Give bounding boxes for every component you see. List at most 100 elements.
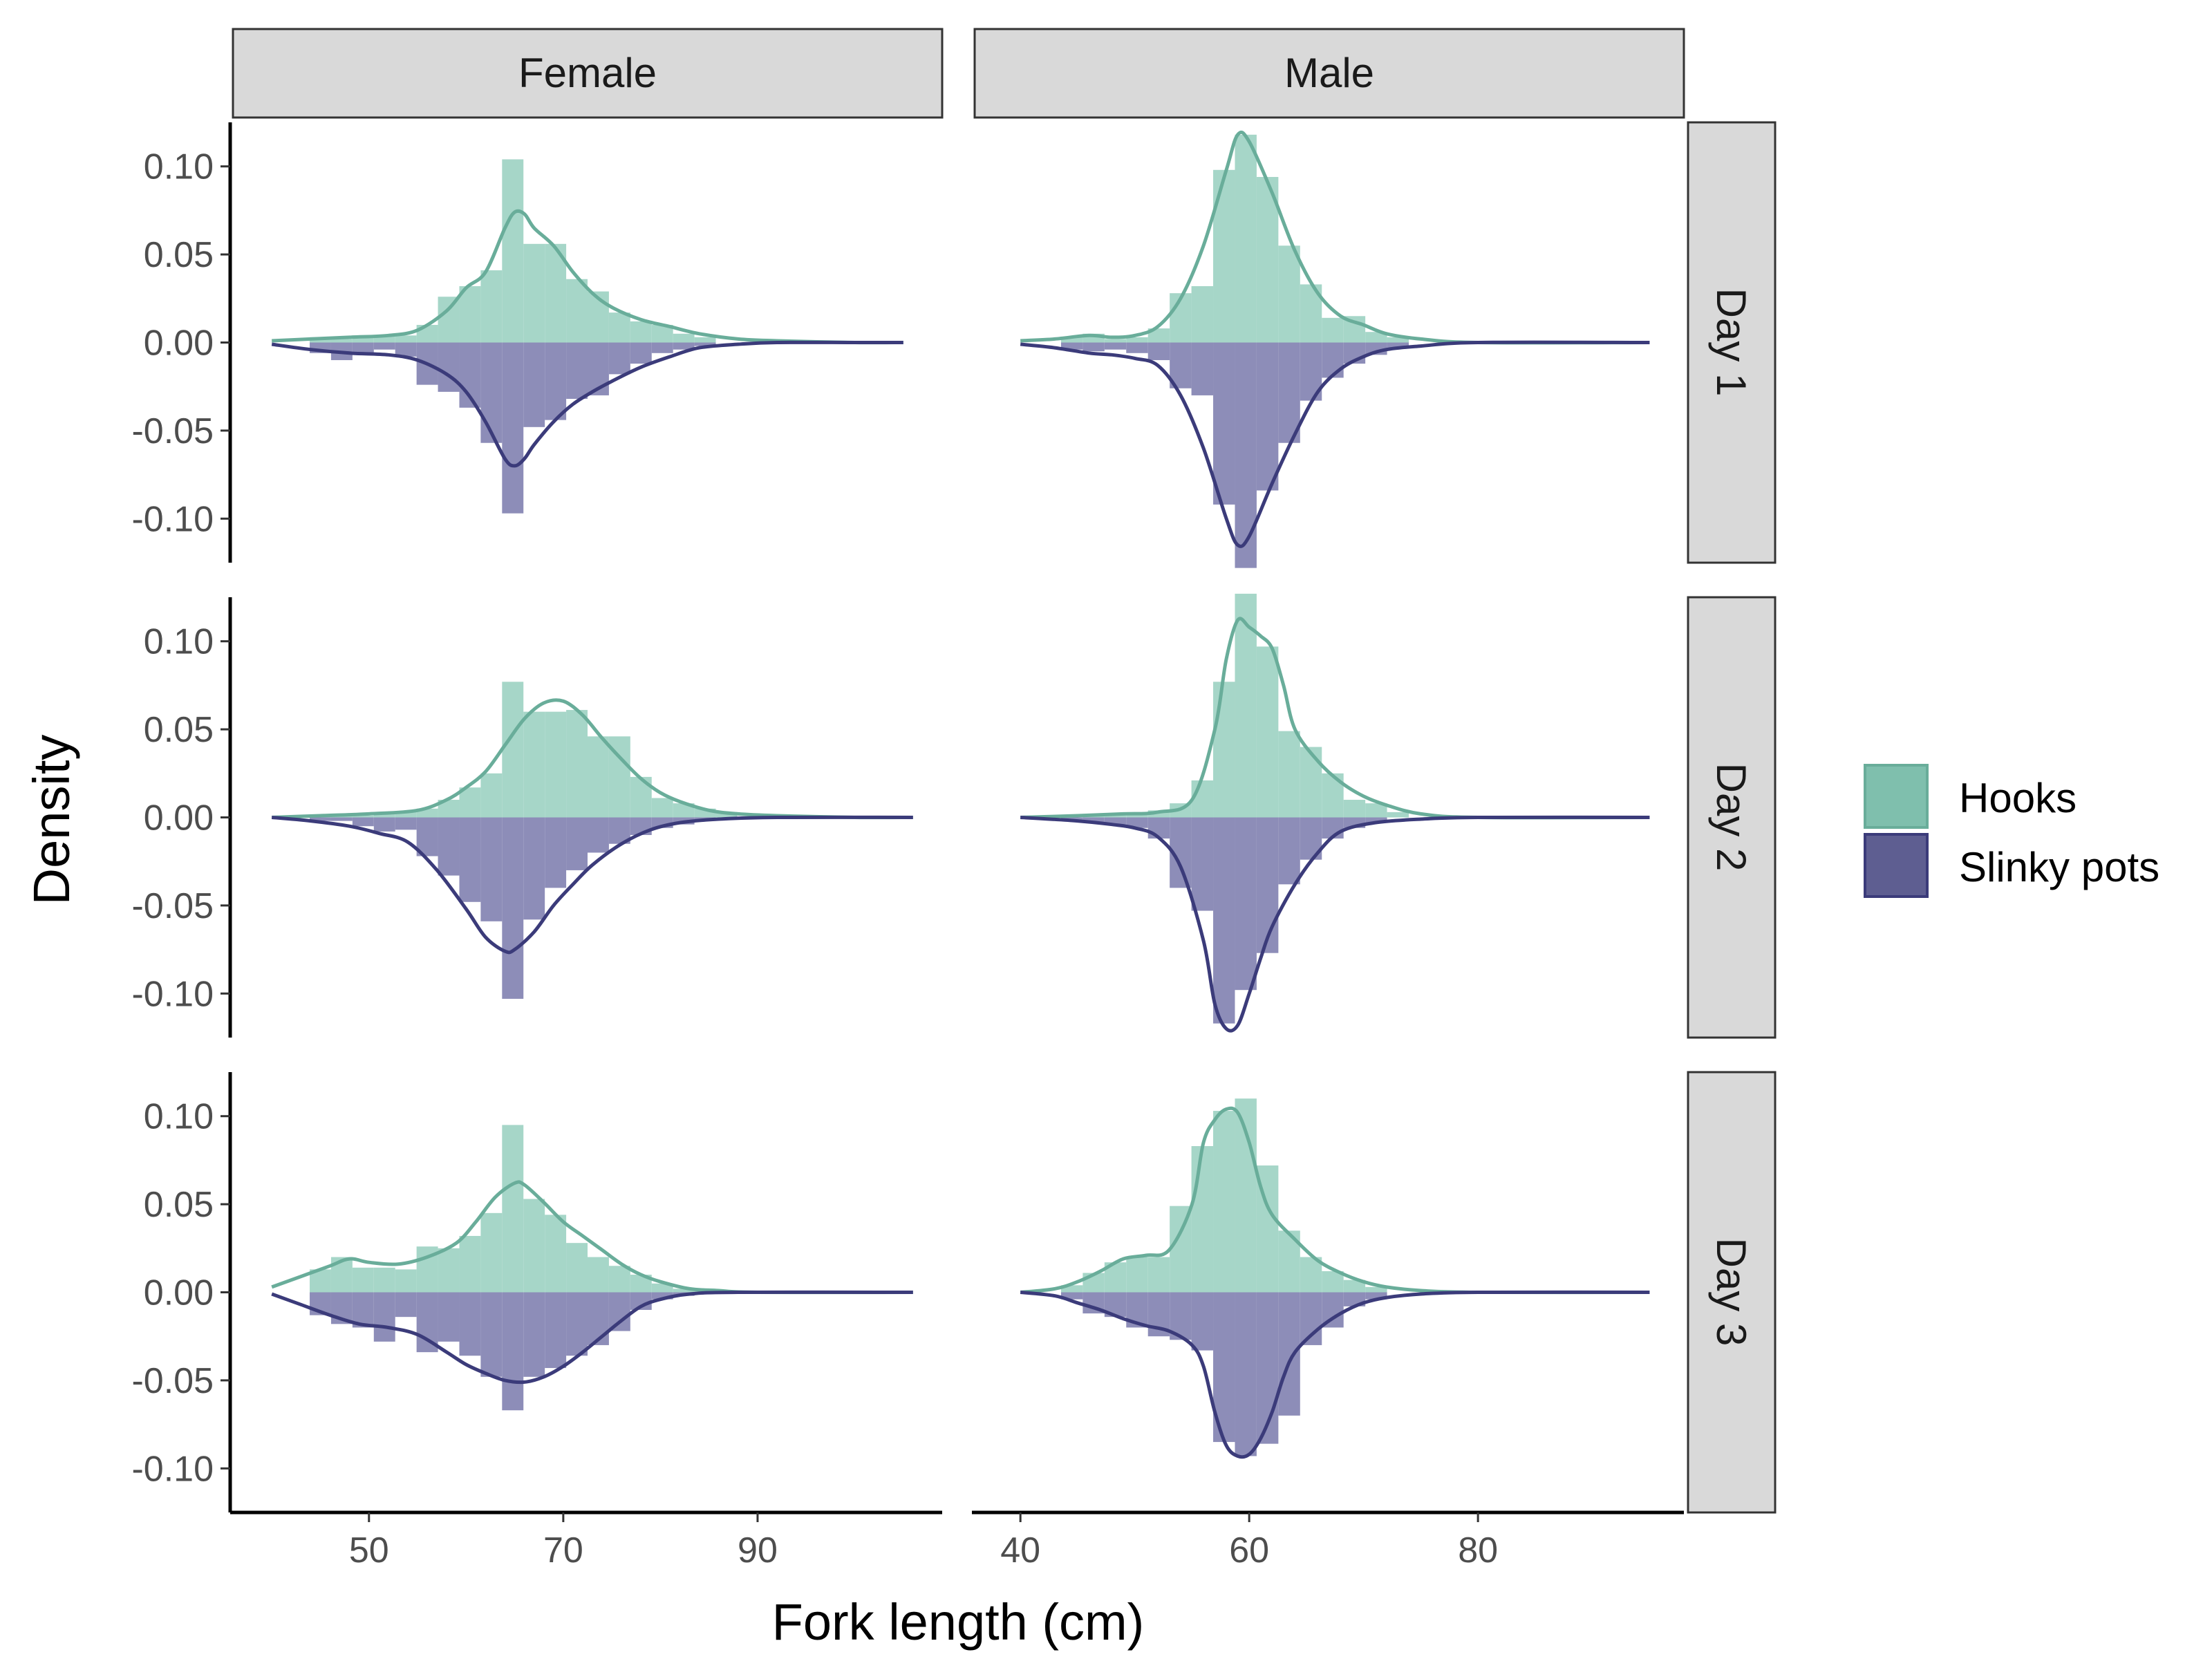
y-tick-label: -0.10 <box>131 1449 214 1489</box>
slinky-pots-bar <box>395 817 417 830</box>
hooks-bar <box>1322 1271 1344 1293</box>
x-tick-label: 80 <box>1458 1530 1498 1571</box>
slinky-pots-density-line <box>1020 815 1650 1033</box>
slinky-pots-bar <box>588 817 609 853</box>
slinky-pots-bar <box>566 817 588 870</box>
legend-label-slinky-pots: Slinky pots <box>1959 844 2159 890</box>
hooks-bar <box>1213 682 1235 818</box>
slinky-pots-bar <box>1365 817 1387 823</box>
slinky-pots-bar <box>395 342 417 357</box>
hooks-bar <box>588 736 609 818</box>
hooks-bar <box>1278 731 1300 818</box>
strip-label-male: Male <box>1284 50 1374 96</box>
slinky-pots-bar <box>694 342 716 346</box>
slinky-pots-bar <box>438 1292 460 1342</box>
slinky-pots-bar <box>310 817 331 821</box>
hooks-bar <box>588 1257 609 1293</box>
hooks-bar <box>1365 332 1387 343</box>
legend-item-hooks: Hooks <box>1864 764 2077 829</box>
slinky-pots-bar <box>480 342 503 443</box>
slinky-pots-bar <box>1104 342 1127 350</box>
hooks-bar <box>395 1269 417 1293</box>
legend: Hooks Slinky pots <box>1864 764 2159 898</box>
slinky-pots-bar <box>1147 342 1170 360</box>
hooks-bar <box>651 1283 673 1293</box>
hooks-bar <box>566 279 588 343</box>
y-tick-label: 0.00 <box>144 1273 214 1313</box>
panel-male-day-3: 40 60 80 <box>972 1098 1684 1571</box>
slinky-pots-bar <box>630 342 652 364</box>
hooks-bar <box>395 335 417 343</box>
strip-label-female: Female <box>518 50 657 96</box>
hooks-density-line <box>1020 1106 1650 1295</box>
hooks-bar <box>608 312 630 343</box>
slinky-pots-bar <box>330 817 353 821</box>
hooks-bar <box>1104 339 1127 343</box>
hooks-bar <box>1147 810 1170 818</box>
legend-item-slinky-pots: Slinky pots <box>1864 833 2159 898</box>
hooks-bar <box>1256 176 1279 343</box>
x-tick-label: 70 <box>543 1530 583 1571</box>
strip-day-3: Day 3 <box>1687 1071 1777 1514</box>
slinky-pots-bar <box>1104 817 1127 825</box>
hooks-bar <box>608 1266 630 1293</box>
strip-female: Female <box>232 28 944 119</box>
hooks-bar <box>1060 337 1083 343</box>
strip-male: Male <box>973 28 1685 119</box>
hooks-bar <box>1343 1280 1366 1293</box>
y-tick-label: -0.10 <box>131 499 214 539</box>
slinky-pots-bar <box>608 1292 630 1331</box>
hooks-bar <box>459 285 481 343</box>
hooks-bar <box>480 773 503 818</box>
slinky-pots-bar <box>1082 817 1105 823</box>
slinky-pots-density-line <box>271 1290 913 1385</box>
hooks-bar <box>673 803 695 818</box>
hooks-bar <box>330 339 353 343</box>
slinky-pots-bar <box>545 342 567 420</box>
hooks-bar <box>1278 245 1300 343</box>
slinky-pots-bar <box>1147 817 1170 839</box>
slinky-pots-bar <box>373 1292 395 1342</box>
hooks-bar <box>1126 1257 1148 1293</box>
panels-layer: 0.10 0.05 0.00 -0.05 -0.10 0.10 0.05 0.00 -0.05 -… <box>131 122 1684 1571</box>
strip-day-2: Day 2 <box>1687 596 1777 1039</box>
legend-key-hooks <box>1864 764 1929 829</box>
slinky-pots-bar <box>566 1292 588 1356</box>
y-tick-label: 0.00 <box>144 798 214 838</box>
slinky-pots-bar <box>1191 1292 1214 1351</box>
hooks-bar <box>1147 328 1170 343</box>
slinky-pots-bar <box>438 817 460 876</box>
y-tick-label: -0.05 <box>131 1361 214 1401</box>
y-tick-label: 0.10 <box>144 1097 214 1137</box>
slinky-pots-bar <box>459 817 481 902</box>
strip-label-day-2: Day 2 <box>1708 763 1754 872</box>
slinky-pots-bar <box>651 342 673 353</box>
slinky-pots-bar <box>438 342 460 392</box>
hooks-bar <box>715 812 738 818</box>
slinky-pots-bar <box>1278 1292 1300 1416</box>
hooks-density-line <box>272 698 913 820</box>
hooks-bar <box>545 1215 567 1293</box>
slinky-pots-bar <box>459 1292 481 1356</box>
hooks-bar <box>480 270 503 343</box>
slinky-pots-bar <box>373 817 395 832</box>
hooks-density-line <box>1020 130 1650 345</box>
hooks-bar <box>1235 134 1257 343</box>
strip-label-day-1: Day 1 <box>1708 288 1754 397</box>
slinky-pots-bar <box>502 817 524 999</box>
x-tick-label: 40 <box>1000 1530 1040 1571</box>
panel-male-day-2 <box>1020 593 1650 1033</box>
slinky-pots-bar <box>1365 1292 1387 1300</box>
hooks-bar <box>1343 800 1366 818</box>
slinky-pots-bar <box>1082 342 1105 352</box>
slinky-pots-bar <box>651 1292 673 1300</box>
hooks-bar <box>1300 747 1322 818</box>
hooks-density-line <box>271 1180 913 1295</box>
hooks-bar <box>673 333 695 343</box>
slinky-pots-bar <box>566 342 588 400</box>
slinky-pots-bar <box>352 817 374 827</box>
panel-female-day-3: 0.10 0.05 0.00 -0.05 -0.10 50 70 90 <box>131 1072 942 1571</box>
legend-label-hooks: Hooks <box>1959 775 2077 821</box>
hooks-bar <box>438 297 460 343</box>
hooks-bar <box>1126 814 1148 818</box>
